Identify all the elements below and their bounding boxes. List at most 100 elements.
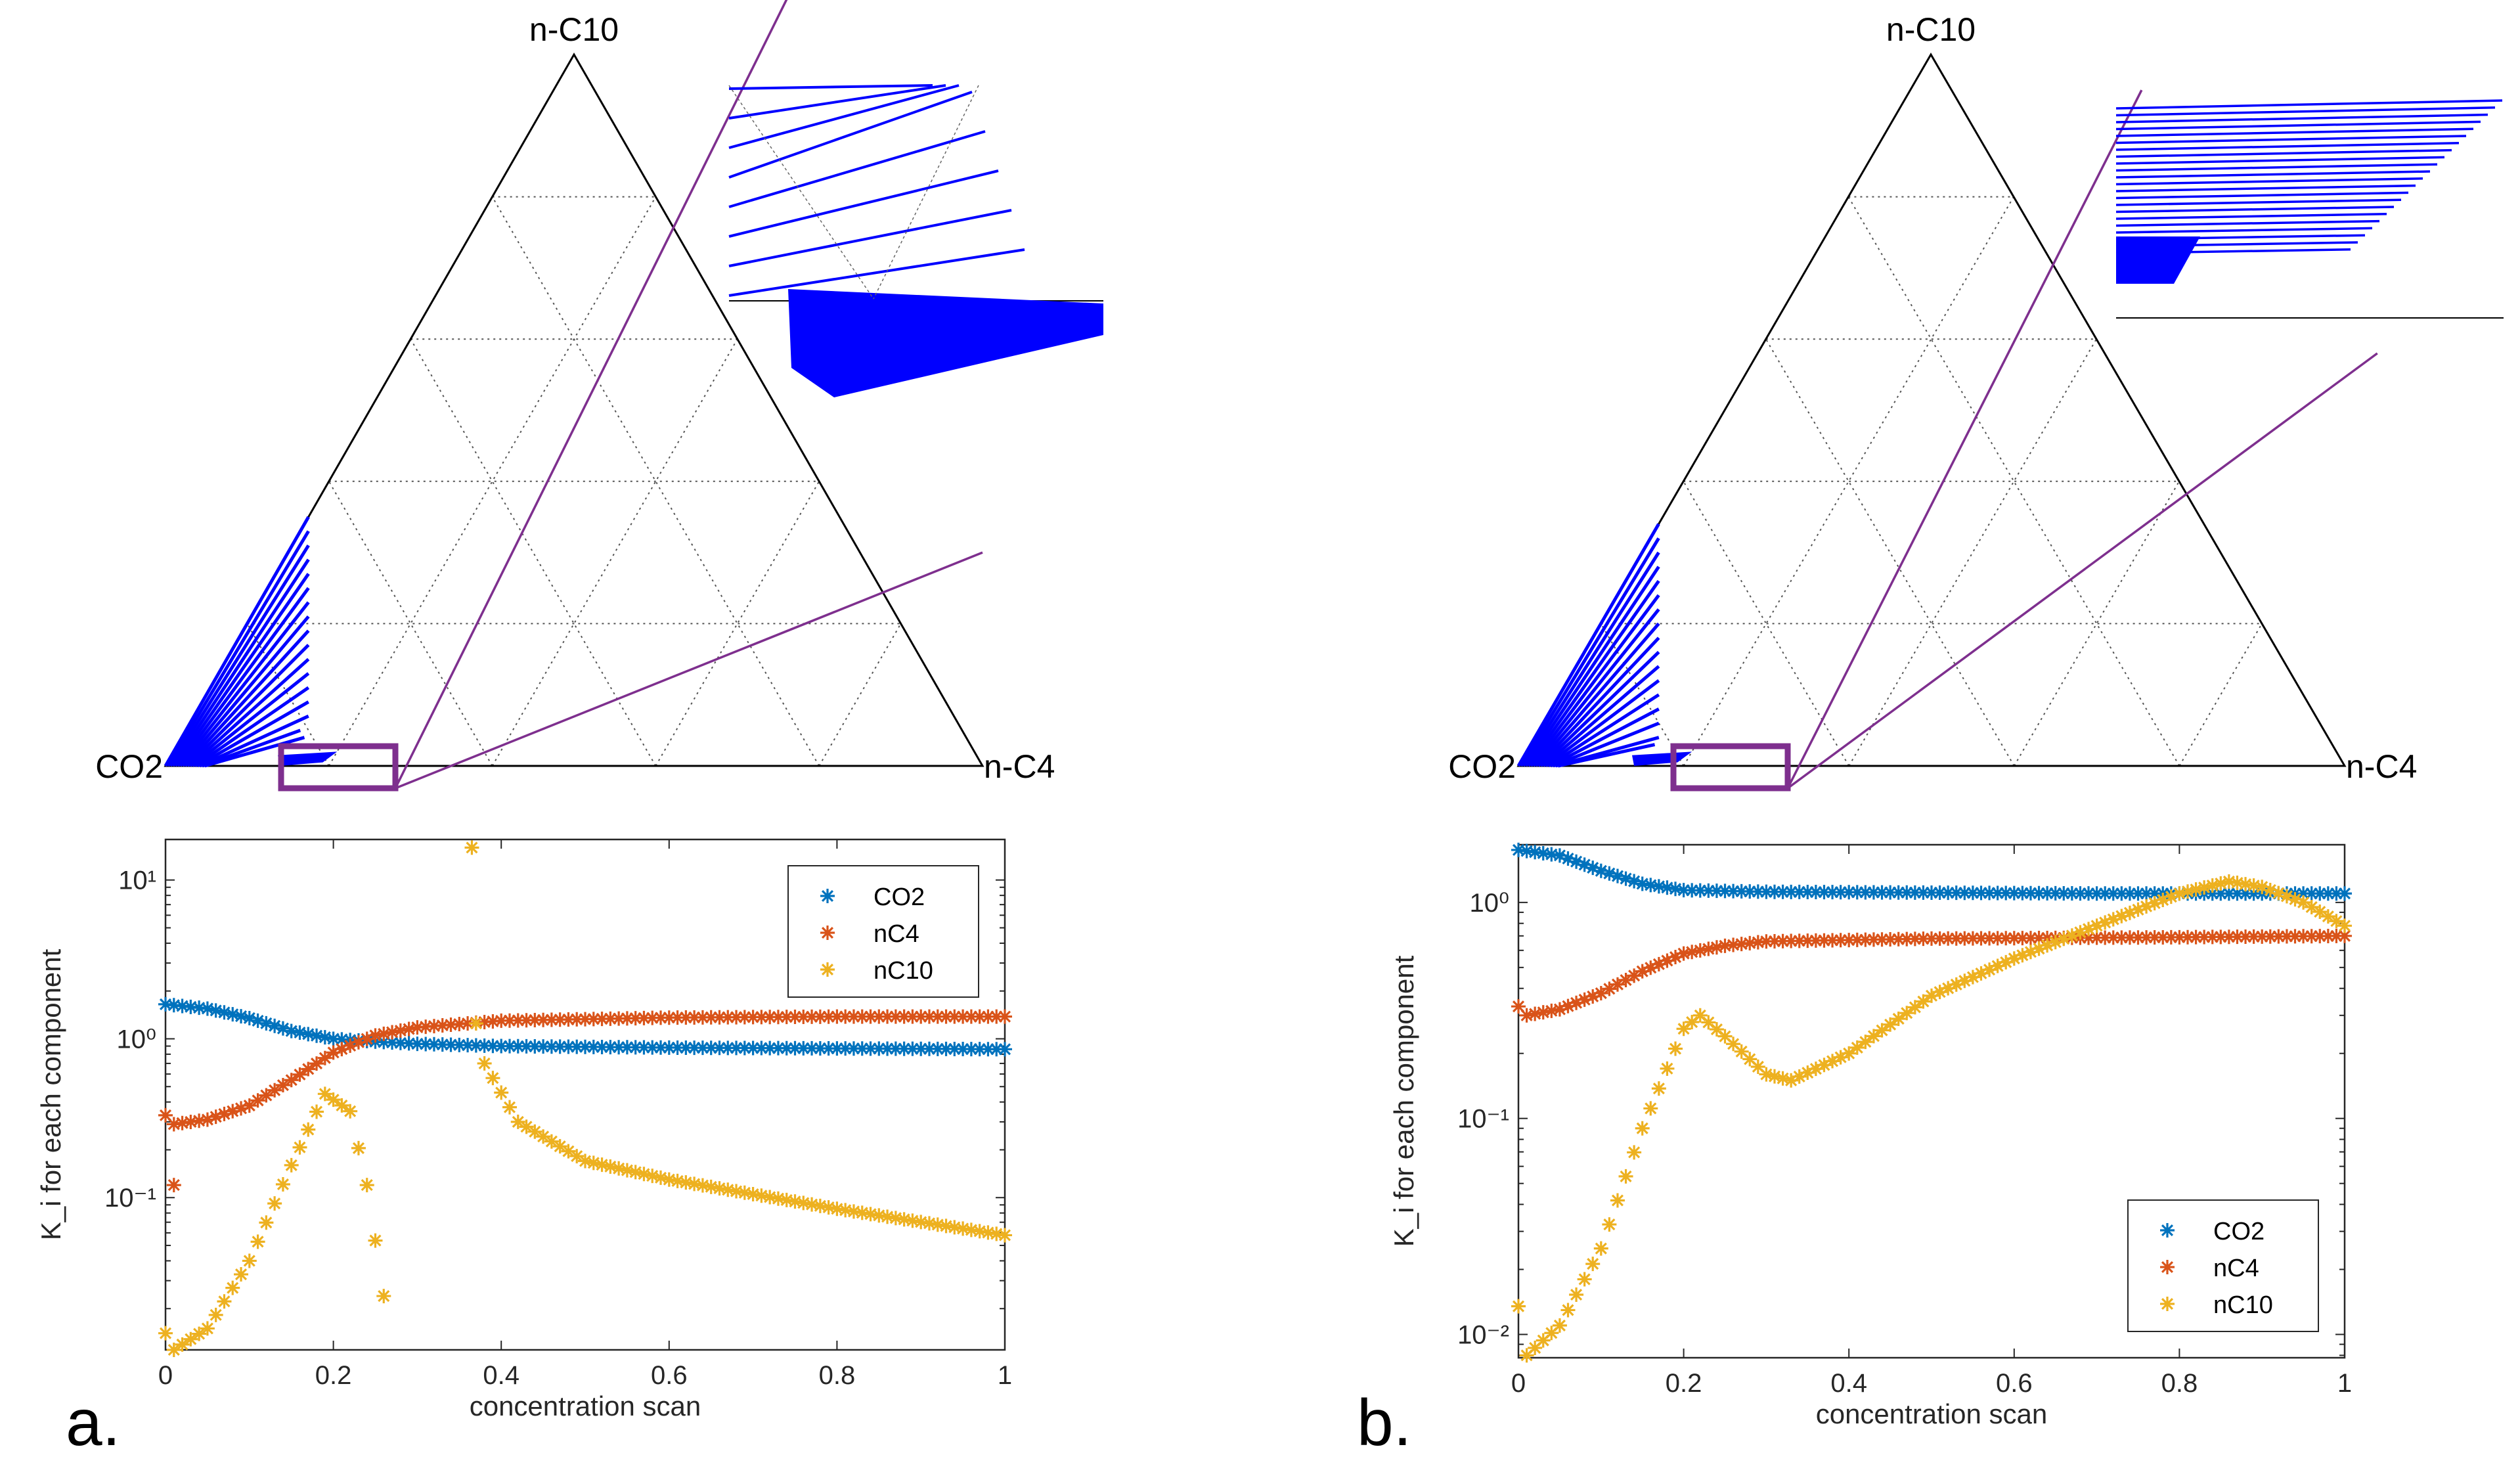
data-point: [1511, 842, 1526, 857]
inset-tie-line: [2115, 106, 2496, 117]
legend-box: [787, 865, 979, 998]
data-point: [1692, 883, 1708, 898]
data-point: [376, 1289, 391, 1304]
x-tick-label: 0.2: [315, 1361, 352, 1390]
data-point: [1536, 1005, 1551, 1020]
legend: CO2 nC4 nC10: [787, 865, 979, 998]
data-point: [653, 1170, 669, 1185]
data-point: [821, 1200, 836, 1215]
data-point: [745, 1040, 761, 1056]
data-point: [1734, 1044, 1749, 1059]
data-point: [896, 1212, 912, 1227]
data-point: [586, 1155, 601, 1171]
inset-tie-line: [728, 84, 946, 120]
data-point: [2188, 929, 2203, 945]
data-point: [1924, 885, 1939, 900]
data-point: [1982, 931, 1997, 946]
data-point: [838, 1041, 853, 1056]
tie-line: [1516, 523, 1660, 767]
tie-line: [169, 544, 310, 767]
data-point: [594, 1012, 609, 1027]
data-point: [1849, 1040, 1865, 1055]
data-point: [645, 1040, 660, 1055]
data-point: [208, 1003, 223, 1018]
data-point: [770, 1040, 785, 1056]
k-value-chart: 0 0.2 0.4 0.6 0.8 1 10⁻² 10⁻¹ 10⁰ concentration s…: [1388, 842, 2352, 1429]
y-tick-label: 10⁻¹: [104, 1184, 156, 1213]
data-point: [2271, 929, 2286, 944]
data-point: [829, 1201, 845, 1217]
data-point: [385, 1035, 400, 1050]
ternary-border: [164, 52, 984, 767]
data-point: [183, 999, 198, 1014]
data-point: [745, 1187, 761, 1201]
data-point: [2122, 930, 2137, 945]
data-point: [1618, 871, 1633, 886]
data-point: [1916, 931, 1931, 947]
tie-line: [202, 728, 301, 768]
data-point: [2304, 886, 2319, 901]
data-point: [956, 1009, 971, 1024]
data-point: [2040, 930, 2055, 945]
data-point: [1817, 885, 1832, 900]
data-point: [217, 1294, 232, 1309]
data-point: [998, 1009, 1012, 1024]
data-point: [267, 1018, 282, 1033]
data-point: [393, 1023, 408, 1038]
data-point: [1685, 945, 1700, 960]
data-point: [468, 1038, 483, 1053]
data-point: [989, 1042, 1004, 1057]
data-point: [880, 1209, 895, 1224]
tie-line: [181, 615, 310, 767]
data-point: [477, 1014, 492, 1029]
data-point: [1999, 885, 2014, 901]
data-point: [401, 1036, 416, 1051]
data-point: [603, 1040, 618, 1055]
data-point: [1651, 879, 1666, 894]
data-point: [368, 1028, 383, 1043]
data-point: [485, 1038, 500, 1054]
data-point: [166, 998, 181, 1013]
data-point: [1767, 933, 1782, 949]
data-point: [645, 1169, 660, 1184]
data-point: [376, 1035, 391, 1050]
data-point: [603, 1011, 618, 1026]
data-point: [1941, 981, 1956, 996]
data-point: [158, 1107, 173, 1123]
inset-tie-line: [728, 84, 960, 149]
data-point: [1907, 931, 1922, 947]
data-point: [166, 1117, 181, 1132]
data-point: [1999, 954, 2014, 970]
data-point: [653, 1040, 669, 1055]
data-point: [2329, 928, 2344, 943]
data-point: [914, 1215, 929, 1230]
data-point: [1635, 964, 1650, 979]
data-point: [2205, 929, 2220, 945]
data-point: [1643, 960, 1658, 975]
data-point: [452, 1037, 467, 1052]
legend-marker: [2160, 1297, 2175, 1311]
data-point: [805, 1040, 820, 1056]
legend-marker: [820, 962, 835, 977]
data-point: [2048, 885, 2063, 901]
data-point: [2023, 885, 2038, 901]
inset-tie-line: [2115, 177, 2423, 186]
data-point: [301, 1027, 316, 1042]
data-point: [1552, 1318, 1567, 1333]
data-point: [1924, 988, 1939, 1003]
data-point: [2015, 931, 2030, 946]
data-point: [1949, 885, 1964, 901]
data-point: [2230, 886, 2245, 901]
data-point: [1602, 1217, 1617, 1232]
legend-marker: [820, 926, 835, 940]
data-point: [410, 1020, 425, 1035]
data-point: [1932, 931, 1947, 946]
data-point: [678, 1010, 694, 1025]
data-point: [1883, 1017, 1898, 1032]
data-point: [963, 1042, 979, 1057]
grid-line: [818, 623, 902, 767]
data-point: [351, 1140, 366, 1155]
data-point: [611, 1040, 627, 1055]
inset-tie-line: [2115, 163, 2438, 172]
data-point: [1784, 933, 1799, 949]
